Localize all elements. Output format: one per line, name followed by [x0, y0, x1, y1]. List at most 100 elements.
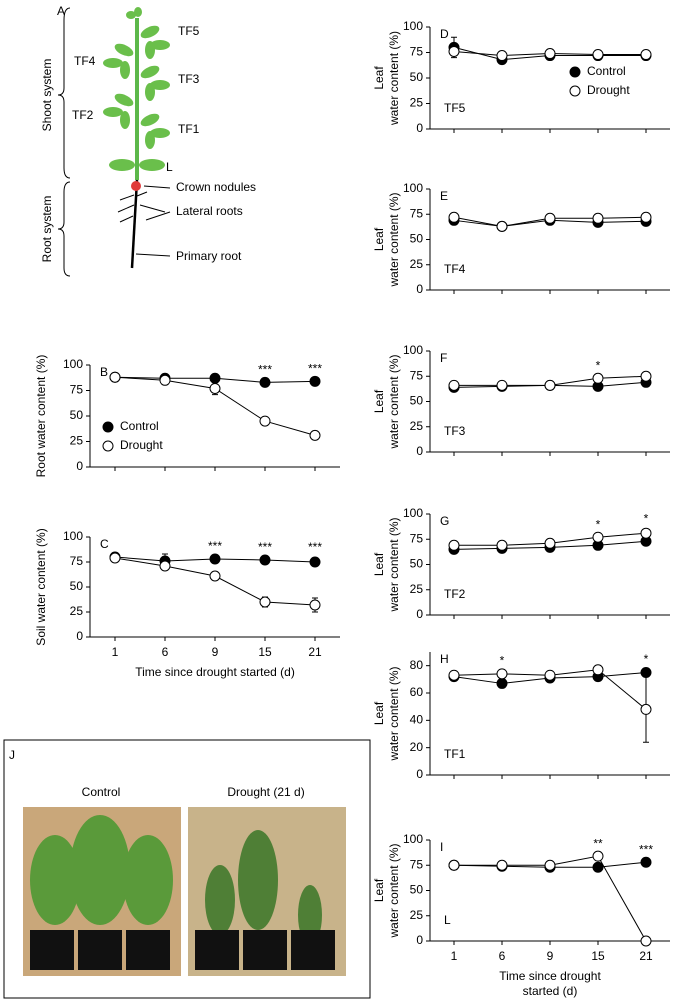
panel-letter: F	[440, 351, 447, 365]
data-point	[544, 48, 556, 60]
photo-panel: J Control Drought (21 d)	[3, 739, 371, 999]
y-tick-label: 0	[416, 607, 423, 621]
legend-marker	[102, 440, 114, 452]
x-tick-label: 1	[451, 949, 458, 963]
data-point	[544, 212, 556, 224]
data-point	[496, 668, 508, 680]
data-point	[448, 539, 460, 551]
legend-label: Control	[587, 64, 626, 78]
pointers	[135, 185, 171, 257]
x-tick-label: 15	[591, 949, 605, 963]
root-label: Root system	[40, 196, 54, 263]
significance: **	[593, 836, 603, 850]
data-point	[544, 537, 556, 549]
legend-marker	[569, 66, 581, 78]
y-axis-label: water content (%)	[387, 843, 401, 938]
data-point	[159, 560, 171, 572]
data-point	[448, 379, 460, 391]
data-point	[592, 372, 604, 384]
data-point	[496, 50, 508, 62]
data-point	[640, 527, 652, 539]
photo-label: Control	[82, 785, 121, 799]
primary-label: Primary root	[176, 249, 242, 263]
data-point	[209, 372, 221, 384]
x-axis-label: Time since drought	[499, 969, 601, 983]
y-tick-label: 75	[410, 857, 424, 871]
panel-tag: TF1	[444, 747, 466, 761]
axis	[429, 351, 670, 453]
data-point	[448, 669, 460, 681]
legend-label: Control	[120, 419, 159, 433]
y-tick-label: 25	[70, 604, 84, 618]
panel-letter: J	[9, 748, 15, 762]
data-point	[592, 861, 604, 873]
crown-nodules	[131, 181, 141, 191]
panel-letter: B	[100, 365, 108, 379]
significance: ***	[208, 539, 222, 553]
y-tick-label: 75	[410, 206, 424, 220]
y-tick-label: 75	[410, 531, 424, 545]
plant-diagram: A Shoot system Root system TF5 TF4 TF3 T…	[40, 4, 256, 277]
data-point	[544, 379, 556, 391]
data-point	[544, 859, 556, 871]
y-axis-label: water content (%)	[387, 666, 401, 761]
panel-letter: I	[440, 840, 443, 854]
significance: *	[644, 652, 649, 666]
x-tick-label: 6	[499, 949, 506, 963]
y-tick-label: 75	[410, 45, 424, 59]
legend-marker	[102, 421, 114, 433]
panel-letter: H	[440, 652, 449, 666]
tf-label: TF4	[74, 54, 96, 68]
y-tick-label: 50	[410, 394, 424, 408]
data-point	[640, 935, 652, 947]
y-axis-label: Leaf	[372, 878, 386, 902]
axis	[429, 514, 670, 616]
data-point	[109, 552, 121, 564]
data-point	[309, 599, 321, 611]
legend-marker	[569, 85, 581, 97]
y-tick-label: 100	[403, 832, 423, 846]
lateral-roots	[117, 191, 148, 223]
significance: ***	[258, 362, 272, 376]
plants-control	[30, 815, 173, 925]
legend-label: Drought	[120, 438, 163, 452]
panel-tag: TF3	[444, 424, 466, 438]
y-tick-label: 80	[410, 658, 424, 672]
panel-letter: C	[100, 537, 109, 551]
y-tick-label: 50	[410, 883, 424, 897]
data-point	[496, 859, 508, 871]
photo-label: Drought (21 d)	[227, 785, 304, 799]
data-point	[592, 212, 604, 224]
data-point	[496, 379, 508, 391]
y-tick-label: 100	[403, 181, 423, 195]
y-tick-label: 25	[410, 582, 424, 596]
panel-tag: TF5	[444, 101, 466, 115]
tf-label: TF3	[178, 72, 200, 86]
data-point	[259, 596, 271, 608]
shoot-brace	[57, 7, 71, 179]
data-point	[259, 554, 271, 566]
panel-letter: A	[57, 4, 65, 18]
y-tick-label: 50	[70, 579, 84, 593]
x-tick-label: 9	[547, 949, 554, 963]
data-point	[640, 703, 652, 715]
photo-frame	[3, 739, 371, 999]
y-tick-label: 0	[416, 444, 423, 458]
y-tick-label: 40	[410, 713, 424, 727]
data-point	[259, 415, 271, 427]
data-point	[109, 371, 121, 383]
lateral-label: Lateral roots	[176, 204, 243, 218]
y-tick-label: 50	[410, 70, 424, 84]
y-tick-label: 100	[63, 529, 83, 543]
axis	[429, 189, 670, 291]
y-tick-label: 0	[76, 459, 83, 473]
data-point	[309, 429, 321, 441]
axis	[429, 840, 670, 942]
tf-label: TF5	[178, 24, 200, 38]
axis	[429, 27, 670, 130]
y-tick-label: 100	[403, 506, 423, 520]
x-axis-label: started (d)	[523, 984, 578, 998]
data-point	[592, 49, 604, 61]
panel-letter: E	[440, 189, 448, 203]
